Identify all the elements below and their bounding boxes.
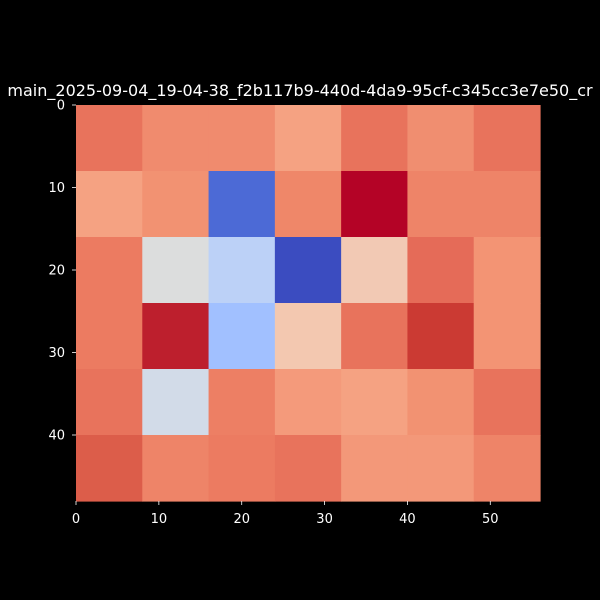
heatmap-cell bbox=[473, 237, 541, 304]
heatmap-cell bbox=[407, 369, 475, 436]
heatmap-cell bbox=[274, 369, 342, 436]
heatmap-cell bbox=[341, 369, 409, 436]
heatmap-cell bbox=[76, 237, 143, 304]
heatmap-cell bbox=[142, 303, 210, 370]
y-axis: 0 10 20 30 40 bbox=[48, 99, 76, 444]
heatmap-cell bbox=[473, 435, 541, 502]
heatmap-cell bbox=[76, 435, 143, 502]
heatmap-cell bbox=[274, 303, 342, 370]
chart-title: main_2025-09-04_19-04-38_f2b117b9-440d-4… bbox=[7, 81, 593, 101]
heatmap-cell bbox=[274, 171, 342, 238]
x-tick-label: 30 bbox=[316, 512, 333, 527]
y-tick-label: 10 bbox=[48, 181, 65, 196]
y-tick-label: 30 bbox=[48, 346, 65, 361]
heatmap-cell bbox=[76, 105, 143, 172]
heatmap-cell bbox=[473, 171, 541, 238]
y-tick-label: 0 bbox=[57, 99, 65, 114]
x-tick-label: 40 bbox=[399, 512, 416, 527]
heatmap-cell bbox=[274, 237, 342, 304]
heatmap-cell bbox=[473, 369, 541, 436]
heatmap-cell bbox=[407, 171, 475, 238]
heatmap-cell bbox=[407, 105, 475, 172]
x-tick-label: 0 bbox=[72, 512, 80, 527]
y-tick-label: 20 bbox=[48, 264, 65, 279]
heatmap-cell bbox=[341, 435, 409, 502]
heatmap-cell bbox=[473, 303, 541, 370]
heatmap-cell bbox=[208, 303, 276, 370]
heatmap-cell bbox=[76, 171, 143, 238]
x-tick-label: 20 bbox=[233, 512, 250, 527]
heatmap-cell bbox=[341, 105, 409, 172]
heatmap-cell bbox=[142, 237, 210, 304]
heatmap-cell bbox=[473, 105, 541, 172]
x-axis: 0 10 20 30 40 50 bbox=[72, 501, 499, 527]
heatmap-cell bbox=[76, 303, 143, 370]
heatmap-cell bbox=[274, 435, 342, 502]
heatmap-cell bbox=[407, 237, 475, 304]
x-tick-label: 10 bbox=[151, 512, 168, 527]
heatmap-cell bbox=[142, 435, 210, 502]
heatmap-cell bbox=[341, 171, 409, 238]
heatmap-cell bbox=[208, 435, 276, 502]
heatmap-cell bbox=[341, 237, 409, 304]
x-tick-label: 50 bbox=[482, 512, 499, 527]
heatmap-cell bbox=[142, 369, 210, 436]
heatmap-cell bbox=[76, 369, 143, 436]
heatmap-cell bbox=[208, 237, 276, 304]
heatmap-cell bbox=[341, 303, 409, 370]
heatmap-cell bbox=[208, 171, 276, 238]
heatmap-cell bbox=[142, 171, 210, 238]
heatmap-cell bbox=[208, 369, 276, 436]
heatmap-cell bbox=[407, 435, 475, 502]
heatmap-cell bbox=[142, 105, 210, 172]
y-tick-label: 40 bbox=[48, 429, 65, 444]
heatmap-cell bbox=[208, 105, 276, 172]
heatmap-cell bbox=[274, 105, 342, 172]
heatmap-cells bbox=[76, 105, 541, 502]
heatmap-cell bbox=[407, 303, 475, 370]
